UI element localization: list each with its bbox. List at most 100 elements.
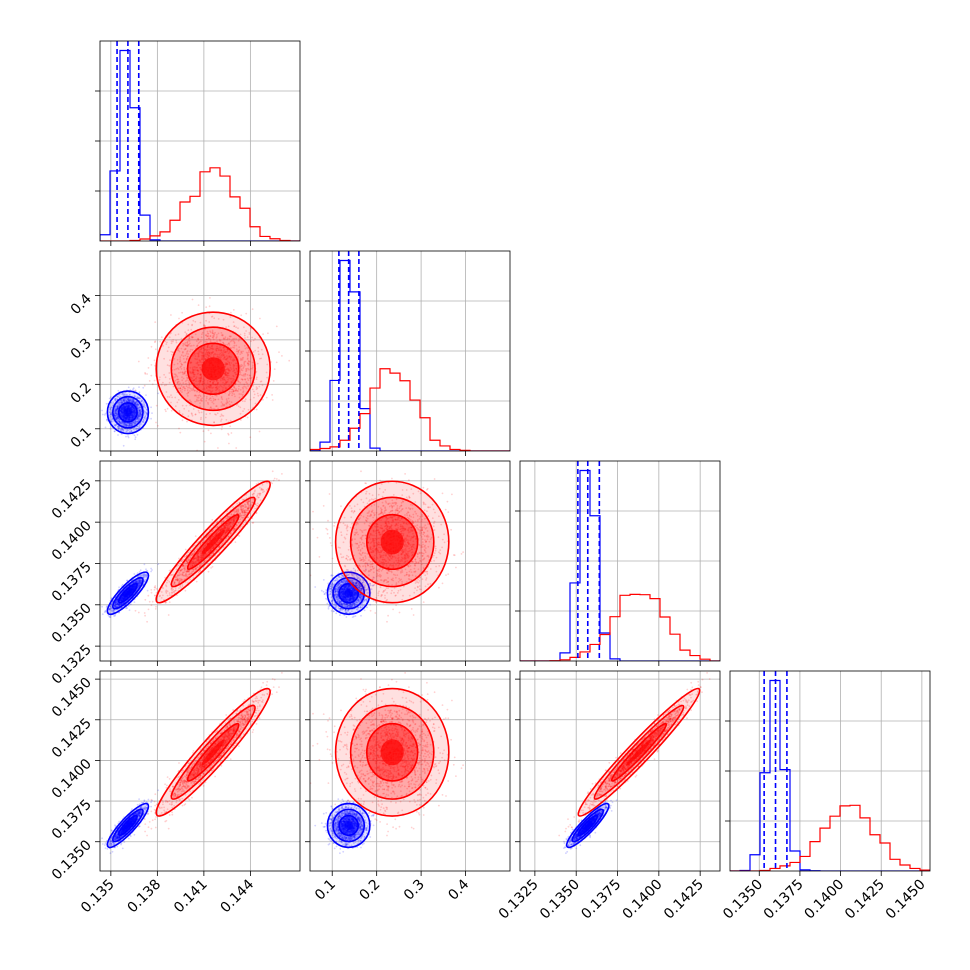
scatter-point <box>133 414 136 417</box>
scatter-point <box>131 413 134 415</box>
scatter-point <box>132 413 135 416</box>
scatter-point <box>121 414 124 416</box>
scatter-point <box>129 422 132 425</box>
scatter-point <box>120 411 123 413</box>
scatter-point <box>128 416 131 418</box>
scatter-point <box>222 377 225 379</box>
scatter-point <box>116 418 118 421</box>
scatter-point <box>114 398 116 401</box>
scatter-point <box>170 314 172 316</box>
scatter-point <box>132 416 135 419</box>
scatter-point <box>116 417 118 419</box>
scatter-point <box>202 380 205 383</box>
scatter-point <box>128 419 130 422</box>
scatter-point <box>114 416 117 419</box>
scatter-point <box>170 350 173 353</box>
scatter-point <box>123 407 125 410</box>
scatter-point <box>222 389 224 392</box>
scatter-point <box>137 415 140 418</box>
scatter-point <box>151 412 153 414</box>
scatter-point <box>125 423 127 426</box>
scatter-point <box>188 337 191 340</box>
scatter-point <box>228 385 231 388</box>
scatter-point <box>197 338 199 341</box>
scatter-point <box>262 398 264 401</box>
scatter-point <box>126 405 128 408</box>
scatter-point <box>256 387 259 390</box>
y-tick-label: 0.1 <box>68 424 95 451</box>
scatter-point <box>126 406 129 408</box>
scatter-point <box>133 573 136 575</box>
scatter-point <box>212 408 215 410</box>
scatter-point <box>127 416 129 419</box>
scatter-point <box>184 380 187 382</box>
scatter-point <box>213 353 215 356</box>
scatter-point <box>242 374 245 377</box>
scatter-point <box>202 383 204 386</box>
scatter-point <box>207 356 210 359</box>
scatter-point <box>226 400 228 402</box>
scatter-point <box>164 376 167 379</box>
scatter-point <box>109 407 112 409</box>
scatter-point <box>120 429 122 432</box>
scatter-point <box>122 406 125 409</box>
scatter-point <box>205 334 207 337</box>
scatter-point <box>128 423 130 425</box>
scatter-point <box>251 367 254 370</box>
scatter-point <box>136 396 139 398</box>
scatter-point <box>183 348 186 351</box>
scatter-point <box>131 416 133 419</box>
scatter-point <box>126 394 129 396</box>
scatter-point <box>233 368 236 371</box>
scatter-point <box>131 415 134 417</box>
scatter-point <box>120 415 123 417</box>
scatter-point <box>130 424 132 427</box>
scatter-point <box>116 395 119 398</box>
scatter-point <box>183 366 186 369</box>
scatter-point <box>135 427 137 430</box>
scatter-point <box>218 386 220 388</box>
scatter-point <box>119 421 122 424</box>
scatter-point <box>128 399 130 402</box>
scatter-point <box>137 404 139 407</box>
scatter-point <box>150 567 152 570</box>
scatter-point <box>124 418 127 421</box>
scatter-point <box>177 387 180 390</box>
scatter-point <box>235 389 238 392</box>
scatter-point <box>256 392 259 395</box>
scatter-point <box>128 422 130 424</box>
scatter-point <box>137 412 140 415</box>
scatter-point <box>244 337 246 339</box>
scatter-point <box>121 407 123 410</box>
scatter-point <box>128 405 130 408</box>
scatter-point <box>125 417 128 420</box>
scatter-point <box>126 424 128 426</box>
scatter-point <box>130 422 133 425</box>
scatter-point <box>117 434 119 436</box>
scatter-point <box>131 423 134 426</box>
scatter-point <box>259 394 262 396</box>
scatter-point <box>142 418 145 421</box>
scatter-point <box>127 419 129 421</box>
scatter-point <box>145 394 147 396</box>
scatter-point <box>222 415 225 417</box>
scatter-point <box>237 379 239 381</box>
scatter-point <box>140 423 143 425</box>
scatter-point <box>228 392 231 395</box>
scatter-point <box>124 405 127 408</box>
scatter-point <box>175 339 178 342</box>
scatter-point <box>139 413 142 416</box>
scatter-point <box>120 410 123 413</box>
scatter-point <box>109 420 112 422</box>
scatter-point <box>134 420 137 423</box>
scatter-point <box>191 414 194 417</box>
scatter-point <box>215 386 218 389</box>
scatter-point <box>199 361 201 364</box>
scatter-point <box>275 325 278 328</box>
scatter-point <box>198 411 201 414</box>
scatter-point <box>119 409 122 412</box>
scatter-point <box>128 416 131 419</box>
scatter-point <box>186 376 188 379</box>
scatter-point <box>153 359 156 362</box>
scatter-point <box>227 360 229 362</box>
